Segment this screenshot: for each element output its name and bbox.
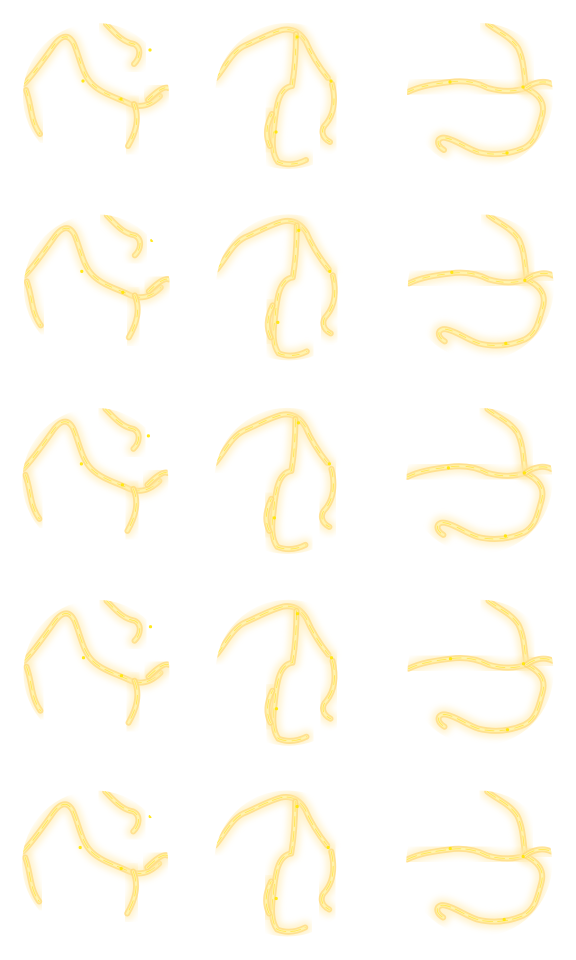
lightning-orb-icon <box>407 214 554 361</box>
bolt-variant-c-frame-4 <box>406 598 554 746</box>
bolt-variant-a-frame-4 <box>22 598 170 746</box>
lightning-orb-icon <box>407 599 554 746</box>
lightning-orb-icon <box>22 407 169 554</box>
lightning-orb-icon <box>214 790 361 937</box>
bolt-variant-b-frame-2 <box>214 214 362 362</box>
lightning-orb-icon <box>215 599 362 746</box>
bolt-variant-a-frame-2 <box>22 214 170 362</box>
lightning-orb-icon <box>22 790 169 937</box>
lightning-orb-icon <box>406 407 553 554</box>
bolt-variant-a-frame-1 <box>22 22 170 170</box>
bolt-variant-b-frame-1 <box>214 22 362 170</box>
bolt-variant-c-frame-1 <box>406 22 554 170</box>
lightning-orb-icon <box>215 214 362 361</box>
lightning-orb-icon <box>23 23 169 169</box>
lightning-orb-icon <box>406 790 553 937</box>
lightning-orb-icon <box>23 214 170 361</box>
bolt-variant-a-frame-3 <box>22 406 170 554</box>
lightning-orb-icon <box>215 23 361 169</box>
bolt-variant-b-frame-3 <box>214 406 362 554</box>
lightning-orb-icon <box>214 407 361 554</box>
bolt-variant-a-frame-5 <box>22 790 170 938</box>
bolt-variant-c-frame-5 <box>406 790 554 938</box>
lightning-orb-icon <box>23 599 170 746</box>
bolt-variant-b-frame-4 <box>214 598 362 746</box>
bolt-variant-c-frame-2 <box>406 214 554 362</box>
bolt-variant-b-frame-5 <box>214 790 362 938</box>
bolt-variant-c-frame-3 <box>406 406 554 554</box>
lightning-orb-icon <box>407 23 553 169</box>
